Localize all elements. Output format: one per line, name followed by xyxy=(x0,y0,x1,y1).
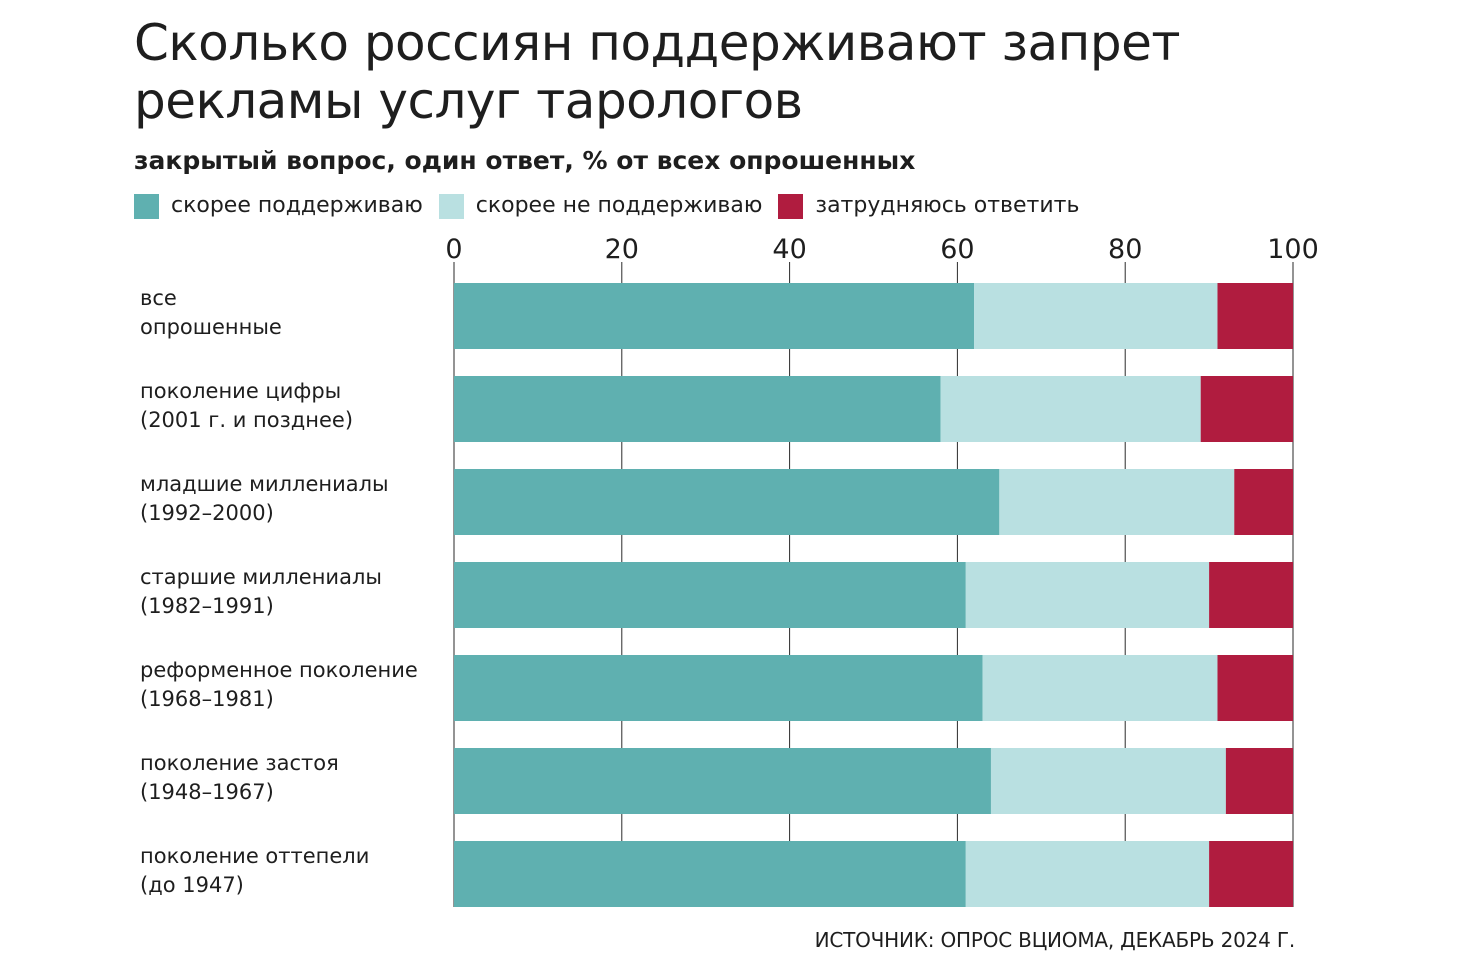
bar-not-support-0 xyxy=(974,283,1218,349)
bar-hard-to-say-4 xyxy=(1217,655,1293,721)
legend-item-hard-to-say: затрудняюсь ответить xyxy=(778,191,1079,221)
x-tick-label-100: 100 xyxy=(1267,234,1319,265)
bar-support-6 xyxy=(454,841,966,907)
category-label-4-line-1: (1968–1981) xyxy=(140,687,274,711)
x-tick-label-80: 80 xyxy=(1108,234,1142,265)
category-label-2-line-0: младшие миллениалы xyxy=(140,472,389,496)
bar-not-support-4 xyxy=(982,655,1218,721)
legend-item-support: скорее поддерживаю xyxy=(134,191,423,221)
category-label-5-line-1: (1948–1967) xyxy=(140,780,274,804)
category-label-5-line-0: поколение застоя xyxy=(140,751,339,775)
legend: скорее поддерживаю скорее не поддерживаю… xyxy=(134,191,1095,221)
category-label-0-line-1: опрошенные xyxy=(140,315,282,339)
legend-label-support: скорее поддерживаю xyxy=(171,193,423,218)
bar-not-support-6 xyxy=(965,841,1210,907)
bar-hard-to-say-5 xyxy=(1225,748,1293,814)
chart-title: Сколько россиян поддерживают запрет рекл… xyxy=(134,14,1181,130)
category-label-0-line-0: все xyxy=(140,286,177,310)
bar-support-1 xyxy=(454,376,941,442)
bar-not-support-3 xyxy=(965,562,1210,628)
bar-hard-to-say-0 xyxy=(1217,283,1293,349)
bar-not-support-2 xyxy=(999,469,1235,535)
category-label-4-line-0: реформенное поколение xyxy=(140,658,418,682)
category-label-6-line-0: поколение оттепели xyxy=(140,844,369,868)
category-label-1-line-1: (2001 г. и позднее) xyxy=(140,408,353,432)
bar-support-3 xyxy=(454,562,966,628)
bar-support-2 xyxy=(454,469,1000,535)
legend-label-hard-to-say: затрудняюсь ответить xyxy=(815,193,1080,218)
x-tick-label-60: 60 xyxy=(940,234,974,265)
x-tick-label-20: 20 xyxy=(605,234,639,265)
x-tick-label-0: 0 xyxy=(445,234,462,265)
bar-support-0 xyxy=(454,283,975,349)
bar-not-support-1 xyxy=(940,376,1201,442)
bar-hard-to-say-1 xyxy=(1200,376,1293,442)
bar-not-support-5 xyxy=(990,748,1226,814)
category-label-6-line-1: (до 1947) xyxy=(140,873,244,897)
bar-support-5 xyxy=(454,748,991,814)
category-label-1-line-0: поколение цифры xyxy=(140,379,341,403)
category-label-2-line-1: (1992–2000) xyxy=(140,501,274,525)
bar-hard-to-say-2 xyxy=(1234,469,1293,535)
legend-swatch-hard-to-say xyxy=(778,193,804,219)
category-label-3-line-0: старшие миллениалы xyxy=(140,565,382,589)
bar-hard-to-say-6 xyxy=(1209,841,1293,907)
x-tick-label-40: 40 xyxy=(772,234,806,265)
chart-subtitle: закрытый вопрос, один ответ, % от всех о… xyxy=(134,146,916,175)
source-note: ИСТОЧНИК: ОПРОС ВЦИОМА, ДЕКАБРЬ 2024 Г. xyxy=(814,928,1296,952)
bar-hard-to-say-3 xyxy=(1209,562,1293,628)
category-label-3-line-1: (1982–1991) xyxy=(140,594,274,618)
bar-support-4 xyxy=(454,655,983,721)
legend-swatch-not-support xyxy=(438,193,464,219)
legend-label-not-support: скорее не поддерживаю xyxy=(475,193,763,218)
legend-swatch-support xyxy=(134,193,159,219)
legend-item-not-support: скорее не поддерживаю xyxy=(438,191,763,221)
